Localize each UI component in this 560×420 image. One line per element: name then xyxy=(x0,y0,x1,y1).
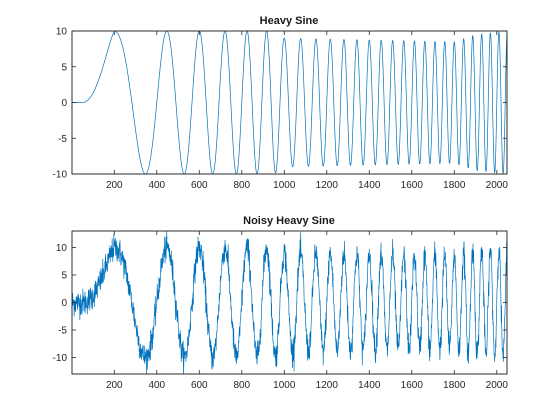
x-tick-label: 1800 xyxy=(443,380,466,391)
x-tick-label: 1400 xyxy=(358,180,381,191)
x-tick-label: 800 xyxy=(233,180,250,191)
y-tick-label: -10 xyxy=(53,170,68,181)
chart-title: Heavy Sine xyxy=(260,15,319,27)
x-tick-label: 1000 xyxy=(273,180,296,191)
x-tick-label: 800 xyxy=(233,380,250,391)
x-tick-label: 200 xyxy=(106,180,123,191)
chart-title: Noisy Heavy Sine xyxy=(243,215,335,227)
x-tick-label: 1800 xyxy=(443,180,466,191)
series-line xyxy=(71,30,508,175)
x-tick-label: 1200 xyxy=(316,180,339,191)
y-tick-label: 5 xyxy=(61,271,67,282)
axes-border xyxy=(71,30,508,175)
y-tick-label: 0 xyxy=(61,98,67,109)
y-tick-label: -10 xyxy=(53,353,68,364)
x-tick-label: 600 xyxy=(191,380,208,391)
y-tick-label: -5 xyxy=(58,326,67,337)
ticks: 200 400 600 800 1000 1200 1400 1600 1800 2000 -10 -… xyxy=(53,231,509,391)
y-tick-label: 10 xyxy=(56,243,68,254)
x-tick-label: 200 xyxy=(106,380,123,391)
x-tick-label: 2000 xyxy=(486,380,509,391)
y-tick-label: 0 xyxy=(61,298,67,309)
x-tick-label: 1000 xyxy=(273,380,296,391)
y-tick-label: 10 xyxy=(56,27,68,38)
x-tick-label: 1400 xyxy=(358,380,381,391)
series-heavy-sine xyxy=(71,30,508,175)
x-tick-label: 400 xyxy=(148,380,165,391)
axes-border xyxy=(71,230,508,375)
x-tick-label: 1600 xyxy=(401,380,424,391)
plot-area xyxy=(71,30,508,175)
y-tick-label: 5 xyxy=(61,62,67,73)
series-noisy-heavy-sine xyxy=(71,230,508,375)
y-tick-label: -5 xyxy=(58,134,67,145)
series-line xyxy=(71,230,508,375)
plot-area xyxy=(71,230,508,375)
x-tick-label: 1600 xyxy=(401,180,424,191)
axes-noisy-heavy-sine: Noisy Heavy Sine 200 400 600 800 1000 1200 140… xyxy=(53,215,509,391)
x-tick-label: 400 xyxy=(148,180,165,191)
ticks: 200 400 600 800 1000 1200 1400 1600 1800 2000 -10 -… xyxy=(53,27,509,192)
x-tick-label: 600 xyxy=(191,180,208,191)
x-tick-label: 1200 xyxy=(316,380,339,391)
x-tick-label: 2000 xyxy=(486,180,509,191)
axes-heavy-sine: Heavy Sine 200 400 600 800 1000 1200 1400 1600 1… xyxy=(53,15,509,191)
